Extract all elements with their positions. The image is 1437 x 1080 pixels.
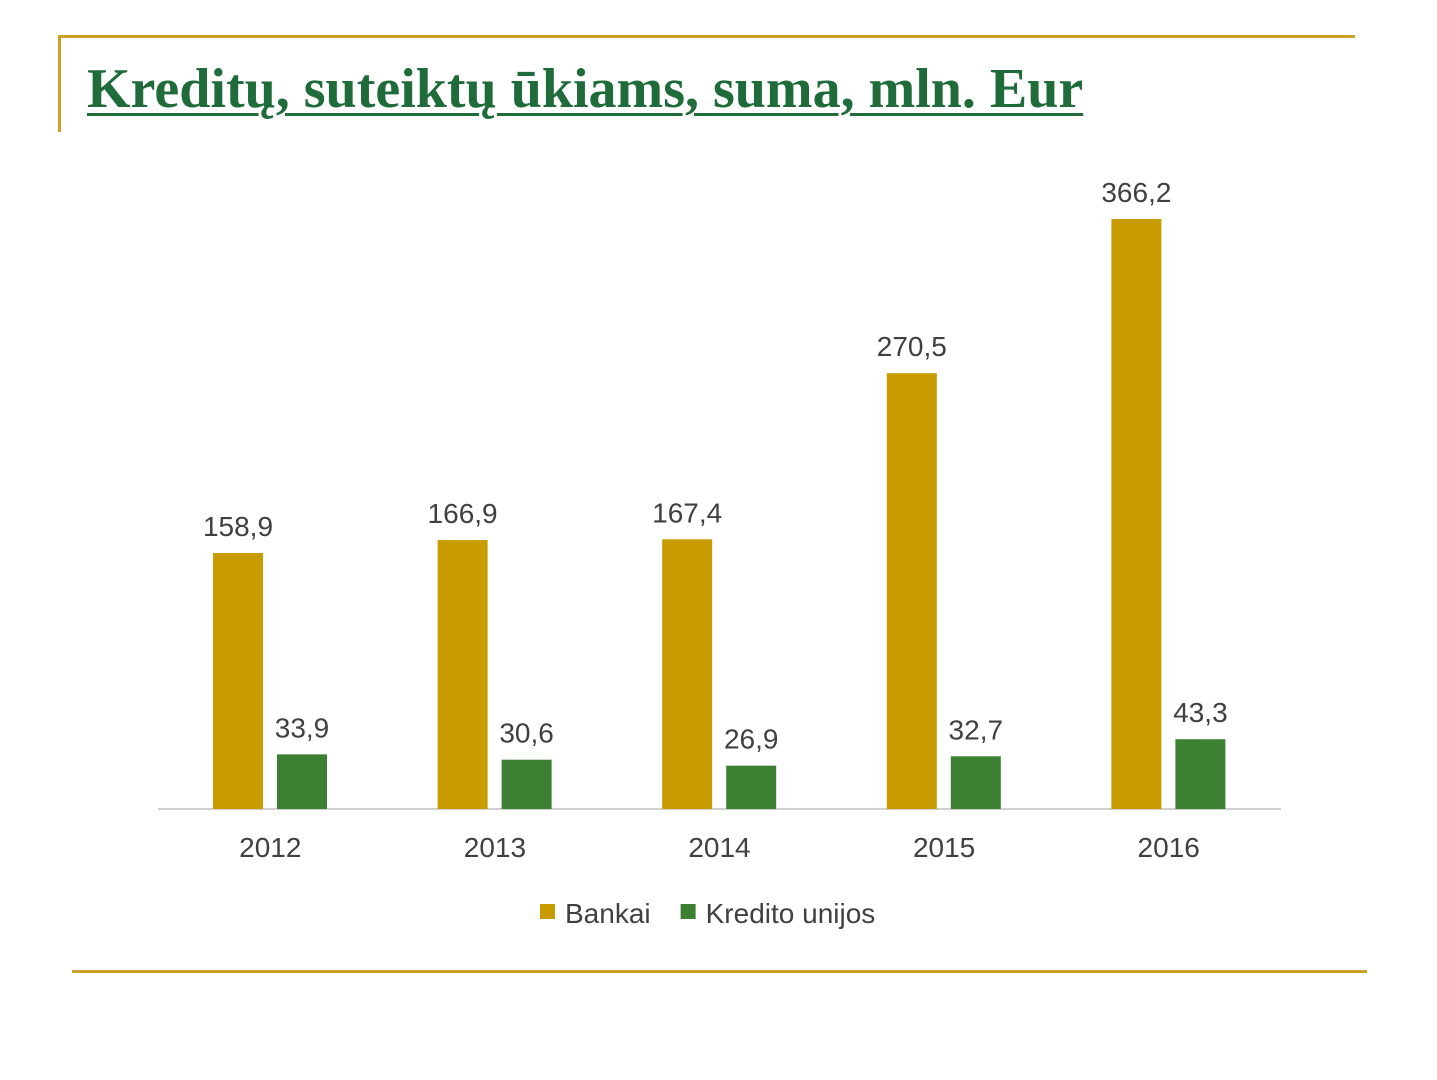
bar-kredito-unijos-2016 bbox=[1175, 739, 1226, 809]
data-label-kredito-unijos-2013: 30,6 bbox=[499, 718, 554, 749]
x-tick-label-2016: 2016 bbox=[1138, 832, 1200, 863]
legend-label-kredito-unijos: Kredito unijos bbox=[706, 898, 876, 929]
legend-swatch-kredito-unijos bbox=[680, 904, 696, 919]
data-label-bankai-2013: 166,9 bbox=[428, 498, 498, 529]
x-tick-label-2015: 2015 bbox=[913, 832, 975, 863]
data-label-bankai-2014: 167,4 bbox=[652, 497, 722, 528]
slide-title: Kreditų, suteiktų ūkiams, suma, mln. Eur bbox=[87, 58, 1084, 120]
bottom-accent-line bbox=[72, 970, 1367, 973]
data-label-bankai-2015: 270,5 bbox=[877, 331, 947, 362]
bar-kredito-unijos-2013 bbox=[501, 759, 552, 809]
x-tick-label-2013: 2013 bbox=[464, 832, 526, 863]
data-label-kredito-unijos-2015: 32,7 bbox=[949, 714, 1004, 745]
bar-kredito-unijos-2014 bbox=[726, 765, 777, 809]
data-label-kredito-unijos-2014: 26,9 bbox=[724, 724, 779, 755]
data-label-kredito-unijos-2012: 33,9 bbox=[275, 712, 330, 743]
bar-bankai-2015 bbox=[886, 373, 937, 809]
legend-swatch-bankai bbox=[540, 904, 555, 919]
bar-kredito-unijos-2012 bbox=[277, 754, 327, 809]
x-tick-label-2012: 2012 bbox=[239, 832, 301, 863]
bar-bankai-2016 bbox=[1111, 219, 1162, 809]
data-label-kredito-unijos-2016: 43,3 bbox=[1173, 697, 1228, 728]
x-tick-label-2014: 2014 bbox=[688, 832, 750, 863]
bar-bankai-2014 bbox=[662, 539, 713, 809]
bar-bankai-2013 bbox=[437, 540, 488, 809]
data-label-bankai-2016: 366,2 bbox=[1101, 177, 1171, 208]
left-accent-line bbox=[58, 35, 61, 132]
top-accent-line bbox=[58, 35, 1355, 38]
data-label-bankai-2012: 158,9 bbox=[203, 511, 273, 542]
legend-label-bankai: Bankai bbox=[565, 898, 651, 929]
bar-kredito-unijos-2015 bbox=[950, 756, 1001, 809]
bar-bankai-2012 bbox=[213, 552, 263, 809]
